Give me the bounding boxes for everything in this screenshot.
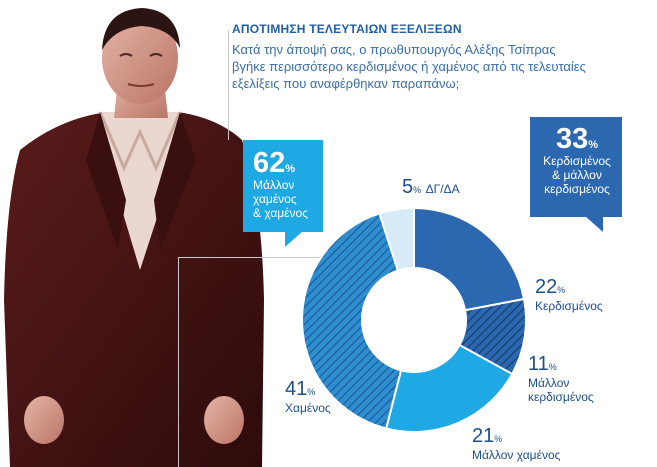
callout-won-line1: Κερδισμένος — [543, 154, 611, 168]
callout-lost-line3: & χαμένος — [253, 206, 308, 220]
frame-line-left — [178, 257, 179, 467]
slice-label-xamenos-name: Χαμένος — [285, 401, 331, 415]
callout-won-pointer — [585, 216, 603, 232]
slice-label-xamenos: 41% Χαμένος — [285, 378, 331, 415]
callout-lost-pointer — [285, 231, 303, 247]
slice-label-mallon-kerdismenos-value: 11 — [528, 353, 549, 375]
slice-label-dgda-sign: % — [413, 185, 422, 195]
callout-won-value: 33 — [555, 123, 589, 155]
slice-label-kerdismenos: 22% Κερδισμένος — [535, 276, 603, 313]
slice-label-mallon-kerdismenos-name1: Μάλλον — [528, 376, 570, 390]
slice-label-xamenos-sign: % — [307, 387, 316, 397]
slice-label-mallon-xamenos: 21% Μάλλον χαμένος — [472, 425, 560, 462]
slice-mallon-xamenos — [384, 343, 514, 433]
callout-lost-value: 62 — [253, 147, 286, 179]
callout-won-line3: κερδισμένος — [544, 182, 610, 196]
frame-line-top — [178, 257, 378, 258]
survey-question: Κατά την άποψή σας, ο πρωθυπουργός Αλέξη… — [232, 42, 586, 91]
callout-won-line2: & μάλλον — [552, 168, 602, 182]
slice-label-dgda: 5% ΔΓ/ΔΑ — [402, 176, 460, 199]
slice-label-xamenos-value: 41 — [285, 378, 308, 400]
callout-lost-sign: % — [285, 163, 296, 175]
slice-label-mallon-kerdismenos: 11% Μάλλον κερδισμένος — [528, 353, 594, 404]
frame-line-right — [228, 30, 229, 140]
slice-label-kerdismenos-sign: % — [557, 285, 566, 295]
callout-lost-line1: Μάλλον — [253, 178, 295, 192]
slice-label-kerdismenos-value: 22 — [535, 276, 558, 298]
slice-label-mallon-xamenos-sign: % — [494, 434, 503, 444]
callout-won-sign: % — [588, 139, 599, 151]
slice-label-dgda-value: 5 — [402, 176, 414, 198]
slice-dgda — [378, 206, 415, 272]
slice-label-kerdismenos-name: Κερδισμένος — [535, 299, 603, 313]
slice-label-mallon-xamenos-value: 21 — [472, 425, 495, 447]
callout-won: 33% Κερδισμένος & μάλλον κερδισμένος — [530, 117, 622, 217]
slice-label-mallon-kerdismenos-name2: κερδισμένος — [528, 390, 594, 404]
slice-label-dgda-name: ΔΓ/ΔΑ — [425, 182, 460, 196]
callout-lost-line2: χαμένος — [253, 192, 297, 206]
prime-minister-portrait — [4, 8, 264, 467]
slice-label-mallon-kerdismenos-sign: % — [548, 362, 557, 372]
slice-xamenos — [301, 212, 403, 430]
chart-headline: ΑΠΟΤΙΜΗΣΗ ΤΕΛΕΥΤΑΙΩΝ ΕΞΕΛΙΞΕΩΝ — [232, 22, 462, 36]
slice-label-mallon-xamenos-name: Μάλλον χαμένος — [472, 448, 561, 462]
slice-kerdismenos — [413, 206, 526, 312]
callout-lost: 62% Μάλλον χαμένος & χαμένος — [243, 140, 323, 232]
